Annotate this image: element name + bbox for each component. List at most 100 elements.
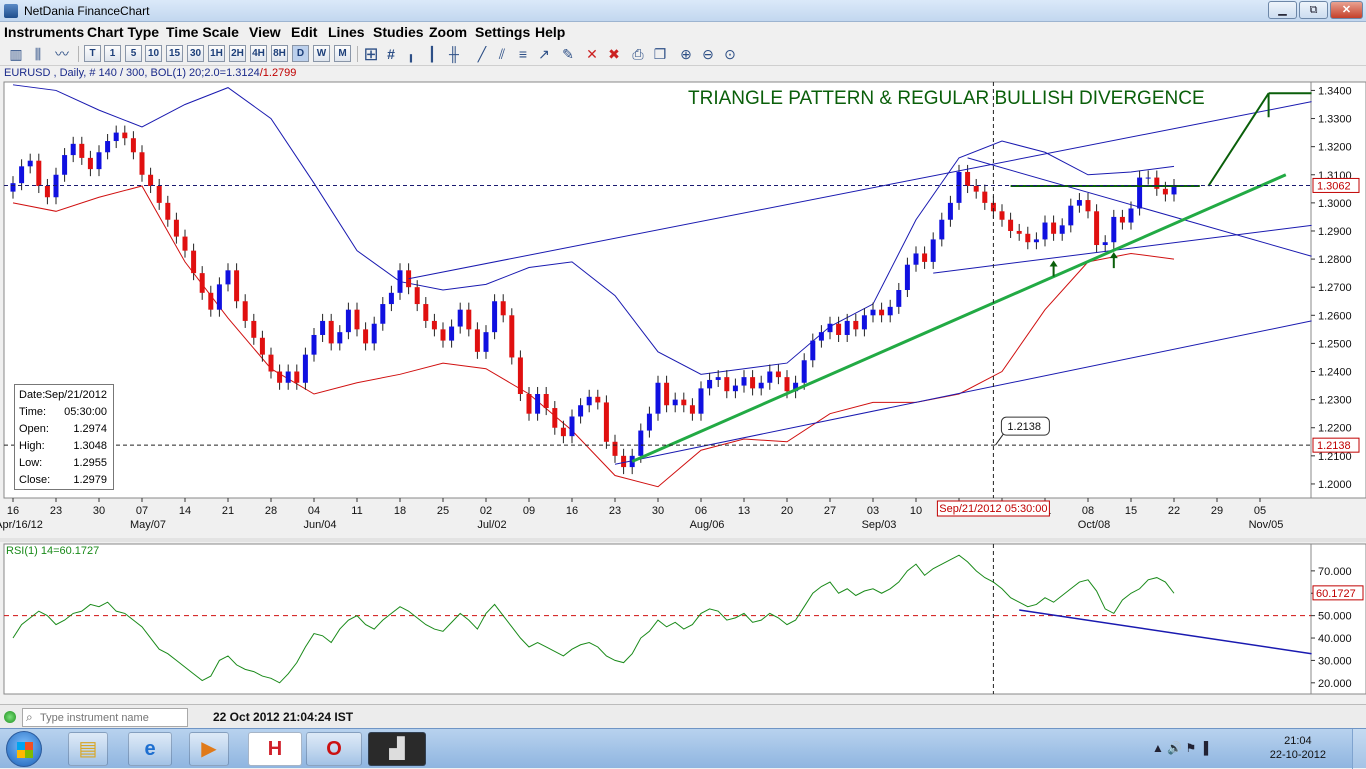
- candle-type-icon[interactable]: ╻: [406, 46, 416, 62]
- panel-separator[interactable]: [0, 538, 1366, 542]
- candle-body: [681, 399, 687, 406]
- menu-lines[interactable]: Lines: [328, 24, 365, 40]
- delete-icon[interactable]: ✕: [586, 46, 598, 62]
- window-titlebar[interactable]: NetDania FinanceChart ▁ ⧉ ✕: [0, 0, 1366, 22]
- instrument-search-input[interactable]: [40, 710, 185, 725]
- draw-text-icon[interactable]: ✎: [562, 46, 574, 62]
- candle-body: [621, 455, 627, 468]
- timeframe-button-5[interactable]: 5: [125, 45, 142, 62]
- x-month-label: Aug/06: [690, 519, 725, 531]
- line-chart-icon[interactable]: 〰: [55, 46, 69, 62]
- info-open-label: Open:: [19, 423, 49, 435]
- rsi-plot-area: [3, 543, 1312, 695]
- candle-body: [397, 270, 403, 293]
- draw-arrow-icon[interactable]: ↗: [538, 46, 550, 62]
- menu-chart-type[interactable]: Chart Type: [87, 24, 160, 40]
- candle-body: [423, 304, 429, 321]
- instrument-search[interactable]: ⌕: [22, 708, 188, 727]
- taskbar-clock[interactable]: 21:04 22-10-2012: [1270, 734, 1326, 762]
- timeframe-button-1h[interactable]: 1H: [208, 45, 225, 62]
- x-tick-label: 04: [308, 505, 320, 517]
- x-tick-label: 22: [1168, 505, 1180, 517]
- close-button[interactable]: ✕: [1330, 1, 1363, 19]
- grid-icon[interactable]: #: [387, 46, 395, 62]
- x-tick-label: 29: [1211, 505, 1223, 517]
- candle-body: [242, 301, 248, 321]
- menu-settings[interactable]: Settings: [475, 24, 531, 40]
- bar-chart-icon[interactable]: ▥: [9, 46, 23, 62]
- candle-type-3-icon[interactable]: ╫: [449, 46, 459, 62]
- zoom-reset-icon[interactable]: ⊙: [724, 46, 736, 62]
- candle-body: [130, 138, 136, 153]
- menu-view[interactable]: View: [249, 24, 281, 40]
- menu-help[interactable]: Help: [535, 24, 566, 40]
- candle-body: [1094, 211, 1100, 246]
- timeframe-button-4h[interactable]: 4H: [250, 45, 267, 62]
- restore-button[interactable]: ⧉: [1299, 1, 1328, 19]
- menu-instruments[interactable]: Instruments: [4, 24, 85, 40]
- candle-body: [939, 219, 945, 240]
- menu-zoom[interactable]: Zoom: [429, 24, 468, 40]
- netdania-app-icon: [4, 4, 18, 18]
- callout-box: [1000, 416, 1050, 436]
- rsi-chart[interactable]: 20.00030.00040.00050.00060.00070.000RSI(…: [0, 542, 1366, 704]
- rsi-label: RSI(1) 14=60.1727: [6, 545, 99, 557]
- zoom-out-icon[interactable]: ⊖: [702, 46, 714, 62]
- price-chart[interactable]: 1.2000 1.2100 1.2200 1.2300 1.2400 1.2500 1.26…: [0, 78, 1366, 538]
- draw-channel-icon[interactable]: ⫽: [498, 46, 506, 62]
- info-close-label: Close:: [19, 474, 51, 486]
- chart-symbol: EURUSD , Daily, # 140 / 300,: [4, 67, 151, 79]
- hotel-app-taskbar-icon[interactable]: H: [248, 732, 302, 766]
- candle-body: [79, 143, 85, 158]
- y-tick-label: 1.3300: [1318, 114, 1352, 126]
- x-tick-label: 11: [351, 505, 362, 517]
- zoom-in-icon[interactable]: ⊕: [680, 46, 692, 62]
- delete-all-icon[interactable]: ✖: [608, 46, 620, 62]
- bollinger-upper-value: 1.3124: [226, 67, 260, 79]
- timeframe-button-10[interactable]: 10: [145, 45, 162, 62]
- candlestick-icon[interactable]: ⫼: [34, 46, 42, 62]
- media-player-taskbar-icon[interactable]: ▶: [189, 732, 229, 766]
- timeframe-button-30[interactable]: 30: [187, 45, 204, 62]
- copy-icon[interactable]: ❐: [653, 46, 667, 62]
- draw-line-icon[interactable]: ╱: [477, 46, 487, 62]
- opera-taskbar-icon[interactable]: O: [306, 732, 362, 766]
- menu-studies[interactable]: Studies: [373, 24, 424, 40]
- callout-label: 1.2138: [1007, 421, 1041, 433]
- print-icon[interactable]: ⎙: [632, 46, 644, 62]
- crosshair-icon[interactable]: ⊞: [363, 44, 379, 64]
- timeframe-button-d[interactable]: D: [292, 45, 309, 62]
- timeframe-button-m[interactable]: M: [334, 45, 351, 62]
- candle-body: [337, 332, 343, 344]
- candle-body: [775, 371, 781, 378]
- draw-fib-icon[interactable]: ≡: [518, 46, 528, 62]
- timeframe-button-8h[interactable]: 8H: [271, 45, 288, 62]
- start-button[interactable]: [6, 731, 42, 767]
- candle-body: [277, 371, 283, 383]
- timeframe-button-w[interactable]: W: [313, 45, 330, 62]
- candle-body: [810, 340, 816, 361]
- candle-body: [741, 377, 747, 386]
- rsi-line: [12, 554, 1175, 684]
- menu-edit[interactable]: Edit: [291, 24, 318, 40]
- candle-body: [509, 315, 515, 358]
- netdania-taskbar-icon[interactable]: ▟: [368, 732, 426, 766]
- candle-body: [165, 202, 171, 220]
- timeframe-button-1[interactable]: 1: [104, 45, 121, 62]
- timeframe-button-15[interactable]: 15: [166, 45, 183, 62]
- menu-time-scale[interactable]: Time Scale: [166, 24, 239, 40]
- minimize-button[interactable]: ▁: [1268, 1, 1297, 19]
- timeframe-button-t[interactable]: T: [84, 45, 101, 62]
- candle-body: [655, 382, 661, 414]
- candle-body: [27, 160, 33, 167]
- system-tray[interactable]: ▲ 🔊 ⚑ ▐: [1152, 741, 1209, 755]
- show-desktop-button[interactable]: [1352, 729, 1366, 769]
- timeframe-button-2h[interactable]: 2H: [229, 45, 246, 62]
- internet-explorer-taskbar-icon[interactable]: e: [128, 732, 172, 766]
- ohlc-info-box: Date: Sep/21/2012 Time: 05:30:00 Open: 1.29…: [14, 384, 114, 490]
- candle-body: [96, 152, 102, 170]
- explorer-taskbar-icon[interactable]: ▤: [68, 732, 108, 766]
- candle-body: [53, 174, 59, 198]
- candle-type-2-icon[interactable]: ┃: [427, 46, 437, 62]
- candle-body: [861, 315, 867, 330]
